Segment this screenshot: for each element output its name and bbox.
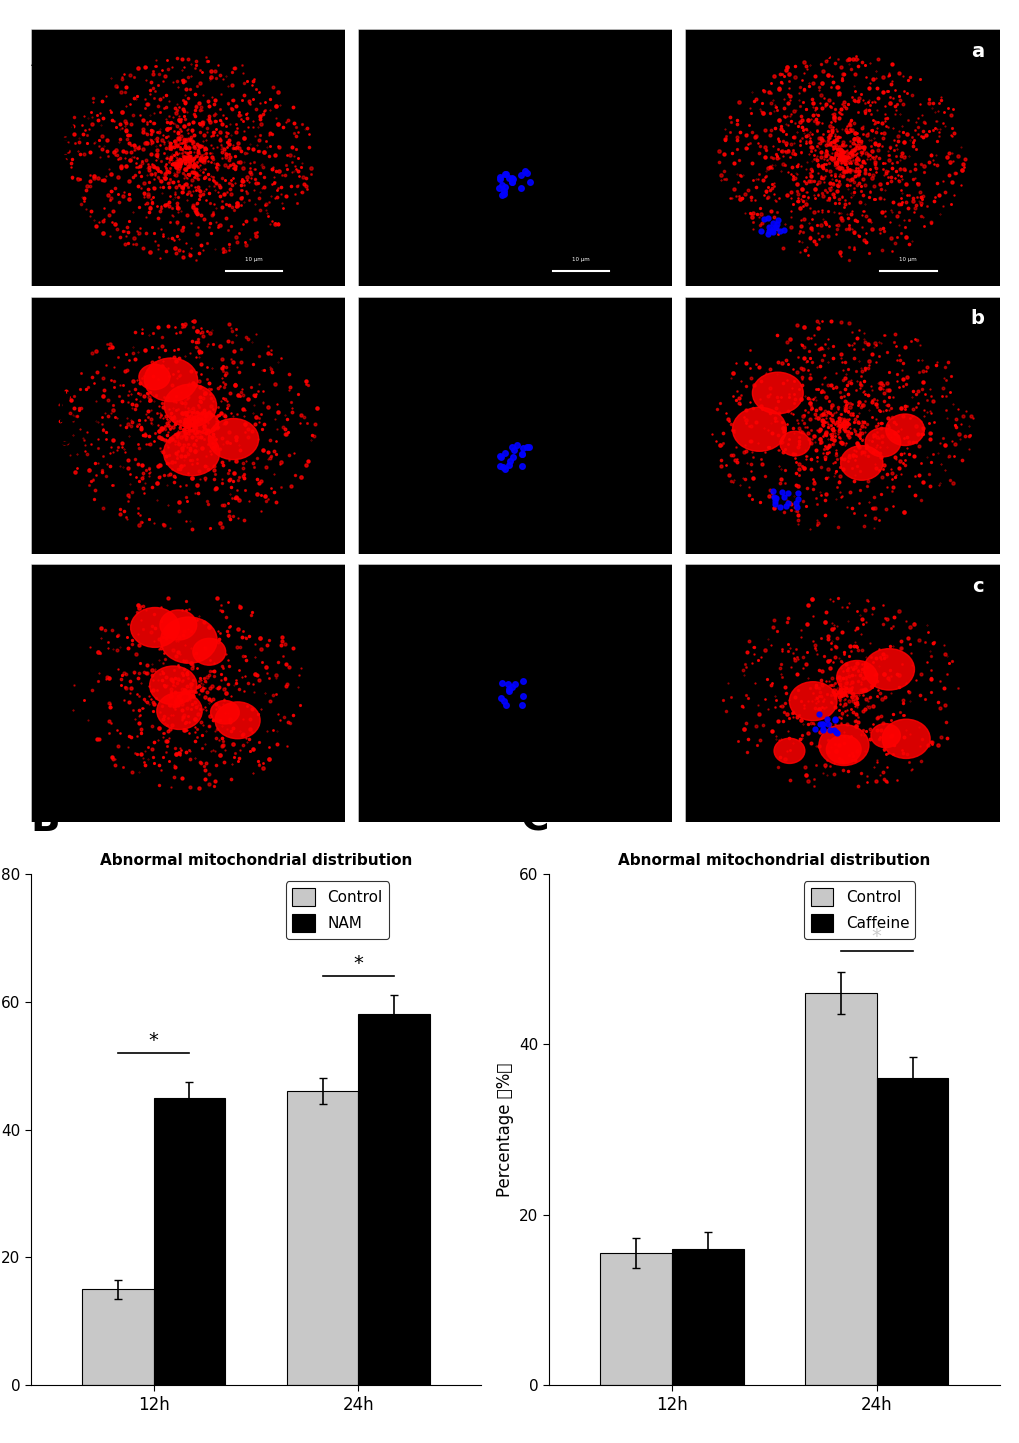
Circle shape <box>789 681 837 720</box>
Circle shape <box>752 372 802 414</box>
Text: *: * <box>354 954 363 973</box>
Text: 10 μm: 10 μm <box>899 257 916 261</box>
Circle shape <box>884 414 923 446</box>
Circle shape <box>163 430 219 476</box>
Circle shape <box>160 618 217 664</box>
Circle shape <box>160 610 197 641</box>
Bar <box>286 1091 358 1385</box>
Text: b: b <box>969 309 983 329</box>
Legend: Control, Caffeine: Control, Caffeine <box>804 882 914 938</box>
Circle shape <box>870 723 900 747</box>
Circle shape <box>881 719 929 759</box>
Text: Fresh oocytes: Fresh oocytes <box>57 87 75 228</box>
Circle shape <box>840 446 882 481</box>
Circle shape <box>157 693 202 730</box>
Circle shape <box>836 661 876 694</box>
Circle shape <box>139 364 170 390</box>
Text: DNA: DNA <box>486 40 533 59</box>
Bar <box>672 1248 743 1385</box>
Text: *: * <box>149 1030 158 1049</box>
Text: 10 μm: 10 μm <box>572 257 589 261</box>
Circle shape <box>144 358 198 401</box>
Circle shape <box>210 700 239 724</box>
Text: Mitochondria: Mitochondria <box>126 40 271 59</box>
Circle shape <box>194 413 218 434</box>
Title: Abnormal mitochondrial distribution: Abnormal mitochondrial distribution <box>100 853 412 869</box>
Circle shape <box>780 431 809 456</box>
Title: Abnormal mitochondrial distribution: Abnormal mitochondrial distribution <box>618 853 929 869</box>
Text: A: A <box>31 36 61 74</box>
Y-axis label: Percentage （%）: Percentage （%） <box>495 1062 513 1196</box>
Legend: Control, NAM: Control, NAM <box>286 882 388 938</box>
Text: Merge: Merge <box>775 40 845 59</box>
Circle shape <box>863 649 914 690</box>
Circle shape <box>825 736 860 763</box>
Circle shape <box>193 638 225 665</box>
Circle shape <box>164 384 216 427</box>
Bar <box>358 1014 430 1385</box>
Text: *: * <box>871 928 880 947</box>
Circle shape <box>732 407 786 452</box>
Text: c: c <box>971 577 983 596</box>
Bar <box>804 993 875 1385</box>
Circle shape <box>818 724 868 766</box>
Text: B: B <box>31 801 60 838</box>
Circle shape <box>864 427 900 457</box>
Circle shape <box>208 418 259 460</box>
Bar <box>154 1098 225 1385</box>
Circle shape <box>773 739 804 763</box>
Circle shape <box>215 701 260 739</box>
Text: 10 μm: 10 μm <box>245 257 263 261</box>
Text: a: a <box>970 42 983 61</box>
Bar <box>82 1290 154 1385</box>
Circle shape <box>150 667 197 704</box>
Bar <box>599 1253 672 1385</box>
Text: Aged oocytes: Aged oocytes <box>57 380 75 515</box>
Circle shape <box>130 608 179 648</box>
Text: C: C <box>520 801 548 838</box>
Bar <box>875 1078 948 1385</box>
